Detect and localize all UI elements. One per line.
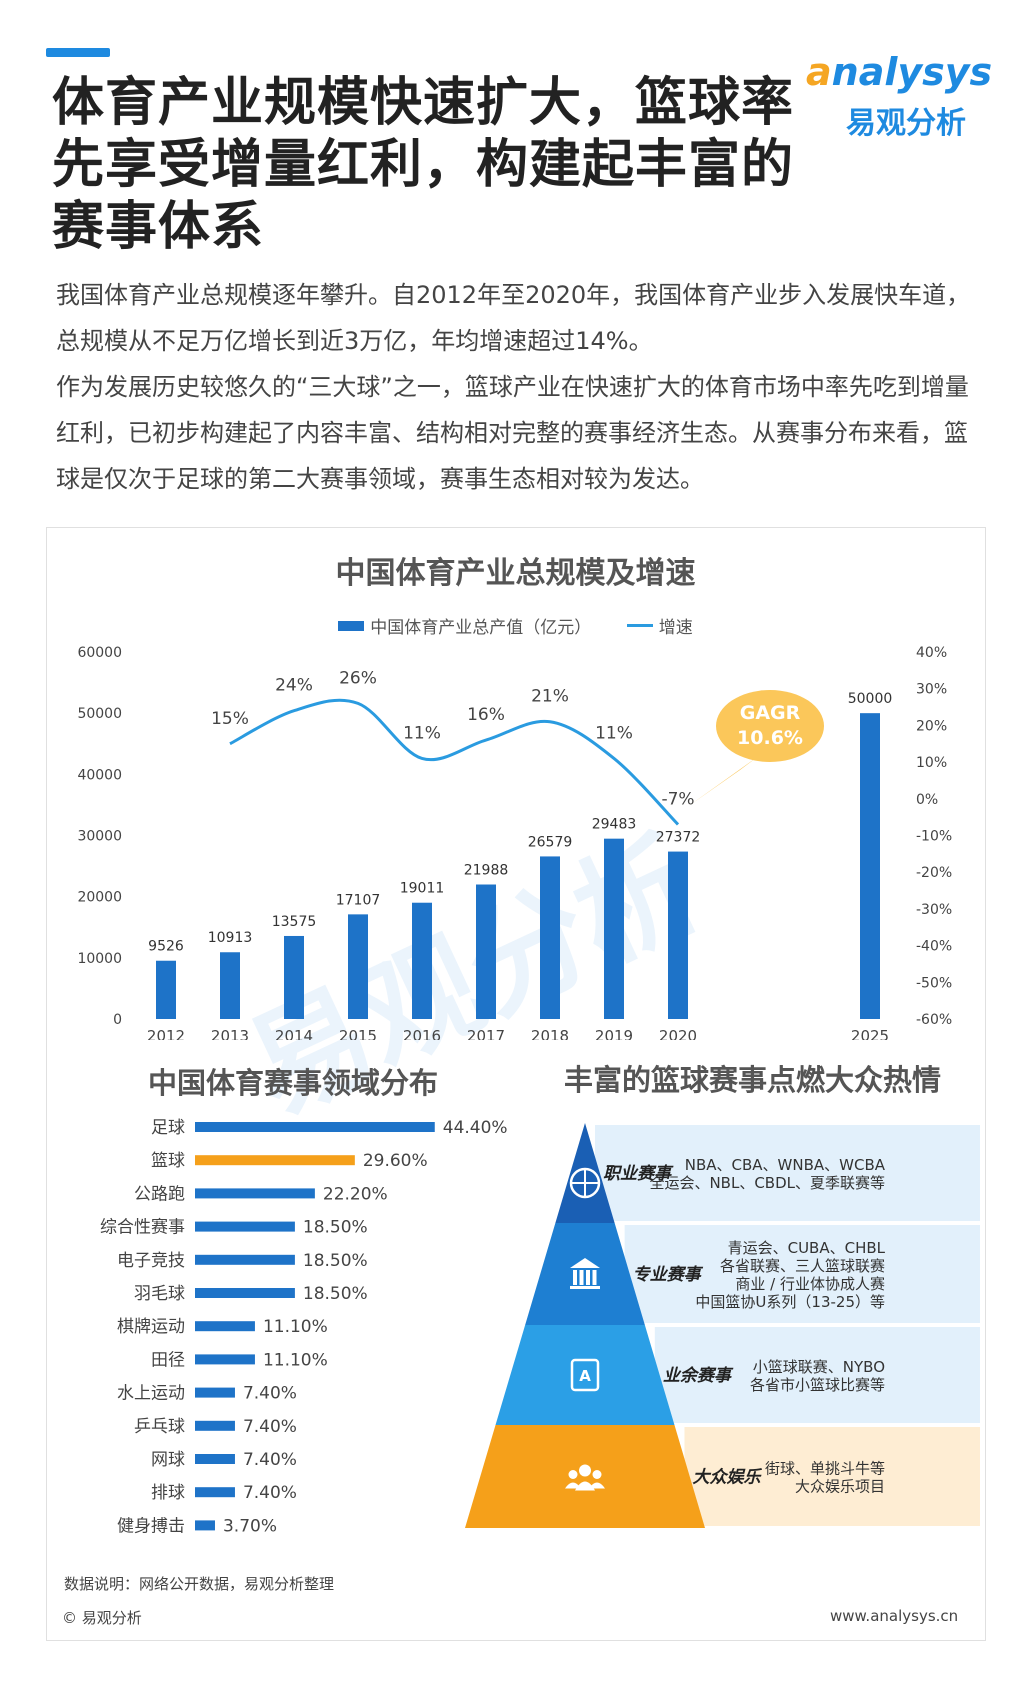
hbar-value-label: 18.50% bbox=[303, 1284, 368, 1304]
category-label: 棋牌运动 bbox=[117, 1317, 185, 1337]
category-label: 网球 bbox=[151, 1450, 185, 1470]
category-label: 排球 bbox=[151, 1483, 185, 1503]
level-description: 青运会、CUBA、CHBL bbox=[728, 1239, 886, 1257]
hbar-value-label: 18.50% bbox=[303, 1251, 368, 1271]
data-source: 数据说明：网络公开数据，易观分析整理 bbox=[64, 1575, 335, 1593]
category-label: 电子竞技 bbox=[117, 1251, 185, 1271]
level-band bbox=[684, 1427, 980, 1526]
event-distribution-chart: 足球 44.40% 篮球 29.60% 公路跑 22.20% 综合性赛事 18.50% 电子竞技… bbox=[100, 1118, 508, 1536]
level-name: 职业赛事 bbox=[603, 1164, 674, 1184]
logo: analysys bbox=[806, 50, 993, 94]
hbar-value-label: 11.10% bbox=[263, 1317, 328, 1337]
hbar bbox=[195, 1420, 235, 1431]
pyramid-title: 丰富的篮球赛事点燃大众热情 bbox=[564, 1063, 942, 1097]
level-band bbox=[624, 1225, 980, 1323]
id-card-icon: A bbox=[570, 1358, 600, 1392]
legend-line-label: 增速 bbox=[658, 618, 693, 638]
main-chart-legend: 中国体育产业总产值（亿元） 增速 bbox=[0, 613, 1031, 638]
hbar-value-label: 7.40% bbox=[243, 1384, 297, 1404]
distribution-chart-title: 中国体育赛事领域分布 bbox=[148, 1066, 439, 1100]
level-name: 业余赛事 bbox=[663, 1366, 734, 1386]
level-name: 大众娱乐 bbox=[692, 1468, 762, 1488]
hbar bbox=[195, 1122, 435, 1132]
basketball-icon bbox=[569, 1167, 601, 1199]
level-description: 小篮球联赛、NYBO bbox=[753, 1358, 885, 1376]
hbar bbox=[195, 1254, 295, 1265]
level-description: NBA、CBA、WNBA、WCBA bbox=[685, 1156, 886, 1174]
hbar-value-label: 29.60% bbox=[363, 1151, 428, 1171]
hbar-value-label: 11.10% bbox=[263, 1350, 328, 1370]
accent-bar bbox=[46, 48, 110, 57]
level-description: 大众娱乐项目 bbox=[795, 1478, 885, 1496]
category-label: 水上运动 bbox=[117, 1384, 185, 1404]
pyramid-segment bbox=[495, 1325, 675, 1425]
copyright: © 易观分析 bbox=[62, 1609, 142, 1627]
category-label: 篮球 bbox=[151, 1151, 185, 1171]
legend-bar-swatch bbox=[338, 620, 365, 631]
hbar-value-label: 22.20% bbox=[323, 1184, 388, 1204]
hbar-value-label: 44.40% bbox=[443, 1118, 508, 1138]
level-description: 中国篮协U系列（13-25）等 bbox=[695, 1293, 885, 1311]
level-band bbox=[595, 1125, 980, 1221]
hbar bbox=[195, 1387, 235, 1398]
hbar-value-label: 7.40% bbox=[243, 1483, 297, 1503]
hbar bbox=[195, 1288, 295, 1298]
category-label: 乒乓球 bbox=[134, 1417, 185, 1437]
category-label: 健身搏击 bbox=[117, 1516, 185, 1536]
category-label: 羽毛球 bbox=[134, 1284, 185, 1304]
level-description: 各省市小篮球比赛等 bbox=[750, 1376, 885, 1394]
intro-paragraph-1: 我国体育产业总规模逐年攀升。自2012年至2020年，我国体育产业步入发展快车道… bbox=[56, 281, 971, 355]
hbar bbox=[195, 1520, 215, 1531]
basketball-event-pyramid: 职业赛事 NBA、CBA、WNBA、WCBA全运会、NBL、CBDL、夏季联赛等专… bbox=[465, 1123, 980, 1528]
hbar bbox=[195, 1321, 255, 1332]
people-icon bbox=[565, 1464, 605, 1491]
legend-bar-label: 中国体育产业总产值（亿元） bbox=[370, 618, 592, 638]
hbar bbox=[195, 1354, 255, 1365]
hbar bbox=[195, 1155, 355, 1166]
pyramid-segment bbox=[525, 1223, 645, 1325]
category-label: 公路跑 bbox=[134, 1184, 185, 1204]
hbar bbox=[195, 1487, 235, 1498]
level-description: 商业 / 行业体协成人赛 bbox=[735, 1275, 885, 1293]
svg-text:A: A bbox=[579, 1367, 591, 1385]
hbar bbox=[195, 1454, 235, 1464]
level-description: 街球、单挑斗牛等 bbox=[765, 1460, 885, 1478]
building-icon bbox=[570, 1258, 600, 1289]
hbar bbox=[195, 1188, 315, 1199]
hbar-value-label: 3.70% bbox=[223, 1516, 277, 1536]
intro-paragraph-2: 作为发展历史较悠久的“三大球”之一，篮球产业在快速扩大的体育市场中率先吃到增量红… bbox=[56, 373, 969, 493]
category-label: 田径 bbox=[151, 1350, 185, 1370]
level-band bbox=[654, 1327, 980, 1423]
level-name: 专业赛事 bbox=[633, 1265, 704, 1285]
level-description: 全运会、NBL、CBDL、夏季联赛等 bbox=[649, 1174, 885, 1192]
category-label: 综合性赛事 bbox=[100, 1217, 185, 1238]
logo-cn: 易观分析 bbox=[846, 106, 966, 141]
website-link[interactable]: www.analysys.cn bbox=[830, 1607, 959, 1625]
hbar bbox=[195, 1221, 295, 1232]
category-label: 足球 bbox=[151, 1118, 185, 1138]
legend-line-swatch bbox=[626, 624, 653, 627]
hbar-value-label: 18.50% bbox=[303, 1218, 368, 1238]
main-chart-title: 中国体育产业总规模及增速 bbox=[335, 556, 696, 591]
page-title: 体育产业规模快速扩大，篮球率先享受增量红利，构建起丰富的赛事体系 bbox=[52, 73, 795, 257]
level-description: 各省联赛、三人篮球联赛 bbox=[720, 1257, 885, 1275]
hbar-value-label: 7.40% bbox=[243, 1417, 297, 1437]
intro-text: 我国体育产业总规模逐年攀升。自2012年至2020年，我国体育产业步入发展快车道… bbox=[56, 272, 986, 502]
hbar-value-label: 7.40% bbox=[243, 1450, 297, 1470]
